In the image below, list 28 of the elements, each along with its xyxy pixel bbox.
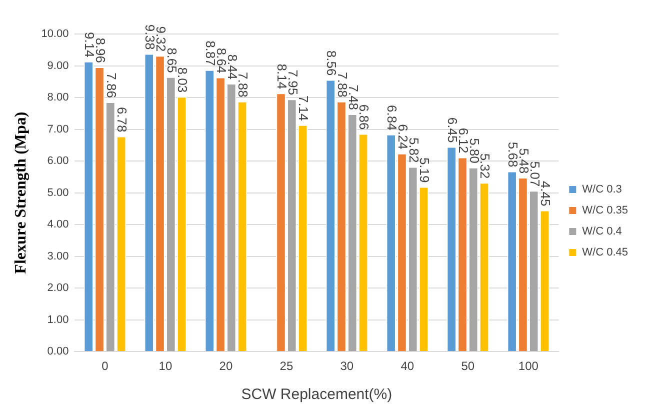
y-tick-label: 1.00 <box>47 314 69 326</box>
y-tick-label: 10.00 <box>41 28 69 40</box>
x-tick-label: 40 <box>400 359 414 374</box>
x-tick-label: 50 <box>461 359 475 374</box>
data-label: 7.86 <box>104 72 119 98</box>
y-tick-label: 4.00 <box>47 218 69 231</box>
x-tick-label: 0 <box>102 359 109 374</box>
x-tick-label: 30 <box>340 359 354 374</box>
y-tick-label: 8.00 <box>47 92 69 104</box>
y-tick-label: 2.00 <box>47 282 69 294</box>
y-tick-label: 7.00 <box>47 123 69 136</box>
x-tick-label: 25 <box>280 359 294 374</box>
legend-label: W/C 0.3 <box>582 184 622 196</box>
x-tick-label: 20 <box>219 359 233 374</box>
data-label: 7.14 <box>296 96 312 121</box>
data-label: 6.78 <box>114 106 130 132</box>
legend-label: W/C 0.4 <box>582 226 622 238</box>
x-tick-label: 10 <box>158 359 172 374</box>
y-tick-label: 3.00 <box>47 250 69 262</box>
legend-label: W/C 0.45 <box>582 246 628 259</box>
y-tick-label: 5.00 <box>47 186 69 199</box>
x-tick-label: 100 <box>518 359 539 374</box>
y-axis-title: Flexure Strength (Mpa) <box>12 112 30 274</box>
x-axis-title: SCW Replacement(%) <box>241 386 392 404</box>
y-tick-label: 0.00 <box>47 346 69 358</box>
y-tick-label: 6.00 <box>47 155 69 168</box>
legend-label: W/C 0.35 <box>582 204 628 217</box>
y-tick-label: 9.00 <box>47 60 69 72</box>
